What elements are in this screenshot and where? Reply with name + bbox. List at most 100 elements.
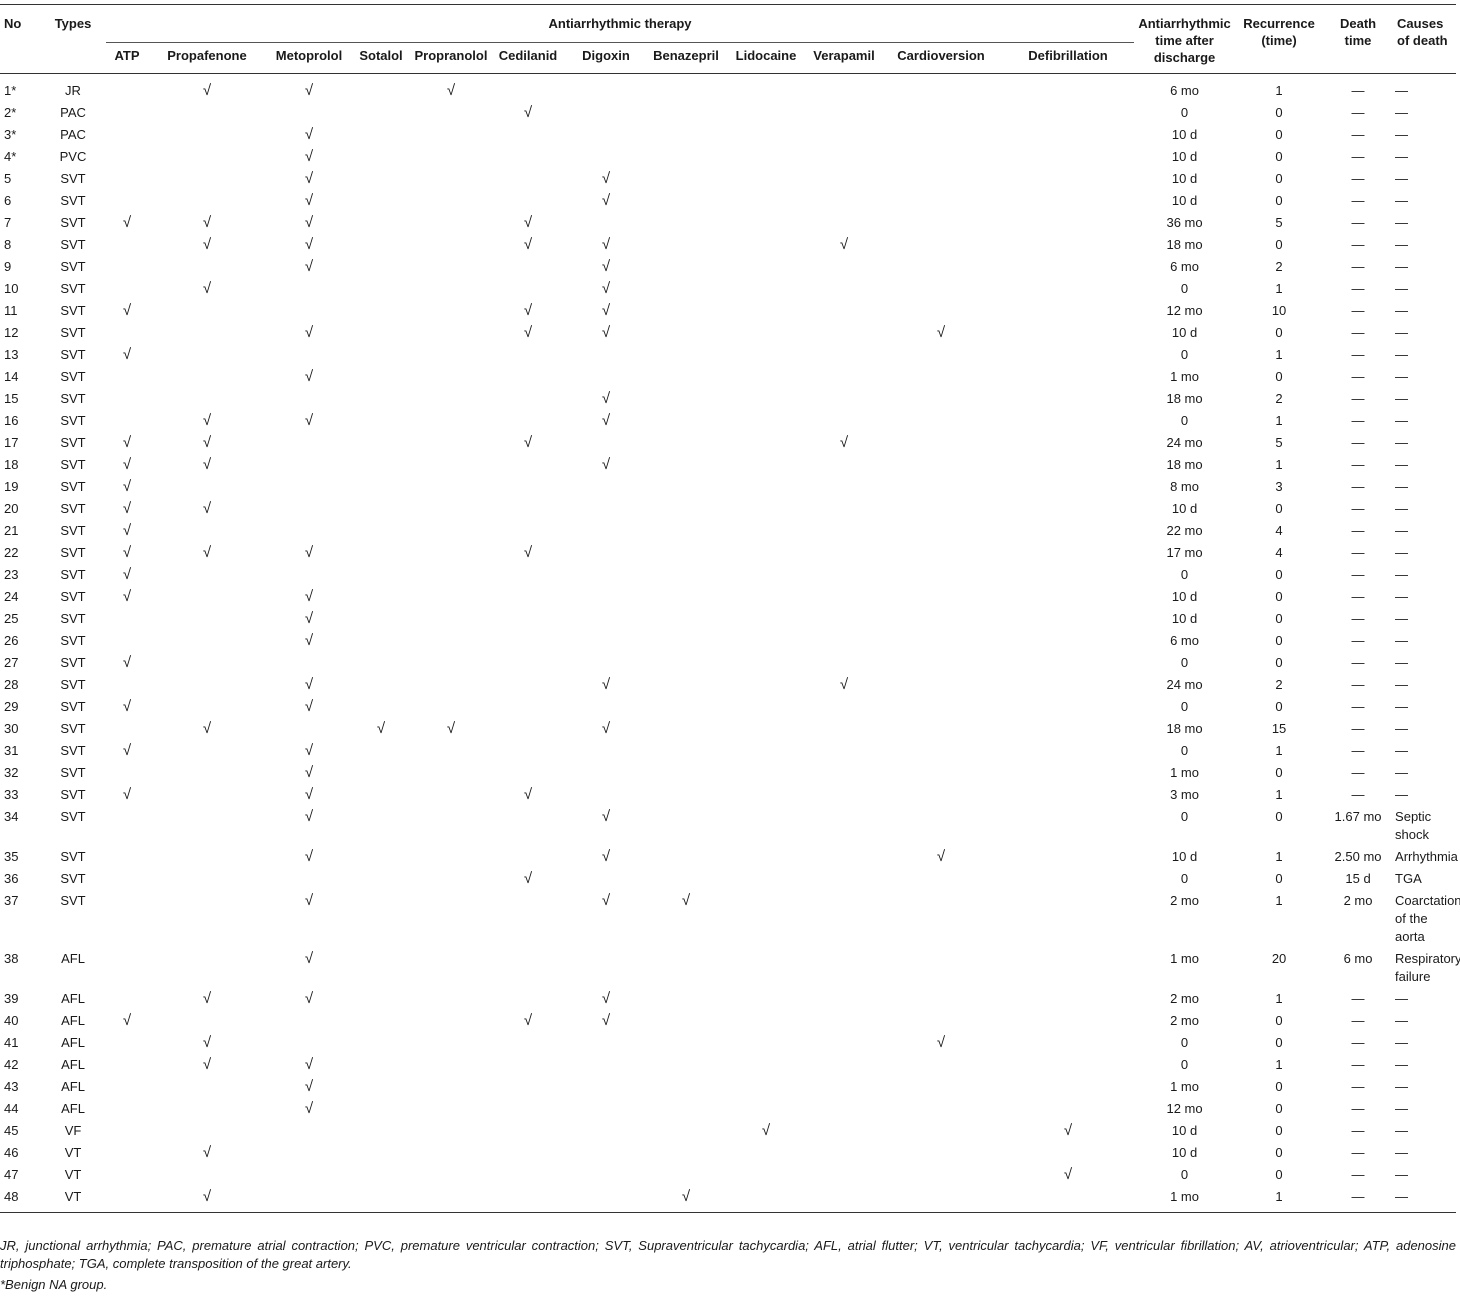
check-mark-icon: √ [304, 1056, 314, 1073]
cell-cause-of-death: — [1395, 501, 1409, 516]
cell-recurrence: 0 [1275, 127, 1283, 142]
cell-time-after-discharge: 6 mo [1170, 83, 1199, 98]
cell-propafenone [148, 890, 266, 948]
cell-time-after-discharge: 0 [1180, 347, 1189, 362]
cell-cedilanid [492, 168, 564, 190]
cell-cardioversion [880, 868, 1002, 890]
cell-type: SVT [60, 765, 86, 780]
cell-metoprolol [266, 102, 352, 124]
cell-no: 29 [4, 699, 19, 714]
cell-recurrence: 0 [1275, 611, 1283, 626]
cell-verapamil [808, 388, 880, 410]
check-mark-icon: √ [304, 192, 314, 209]
cell-benazepril [648, 366, 724, 388]
check-mark-icon: √ [601, 892, 611, 909]
cell-recurrence: 0 [1275, 1035, 1283, 1050]
table-row: 20 SVT √ √ 10 d 0 — — [0, 498, 1456, 520]
cell-lidocaine [724, 1164, 808, 1186]
cell-defibrillation [1002, 674, 1134, 696]
cell-cardioversion [880, 762, 1002, 784]
cell-sotalol [352, 1010, 410, 1032]
cell-verapamil [808, 948, 880, 988]
cell-type: AFL [61, 1035, 85, 1050]
cell-benazepril [648, 1010, 724, 1032]
cell-verapamil [808, 1076, 880, 1098]
cell-defibrillation [1002, 1098, 1134, 1120]
header-therapy-cedilanid: Cedilanid [498, 48, 558, 63]
cell-cardioversion [880, 256, 1002, 278]
cell-defibrillation [1002, 988, 1134, 1010]
check-mark-icon: √ [202, 280, 212, 297]
cell-type: SVT [60, 435, 86, 450]
cell-benazepril [648, 212, 724, 234]
cell-benazepril [648, 344, 724, 366]
cell-death-time: — [1351, 501, 1365, 516]
cell-benazepril [648, 454, 724, 476]
cell-propranolol [410, 762, 492, 784]
cell-type: SVT [60, 655, 86, 670]
cell-cardioversion [880, 586, 1002, 608]
check-mark-icon: √ [304, 764, 314, 781]
cell-atp [106, 74, 148, 103]
cell-recurrence: 2 [1275, 677, 1283, 692]
cell-cardioversion [880, 1164, 1002, 1186]
cell-cardioversion [880, 1186, 1002, 1213]
cell-sotalol [352, 762, 410, 784]
cell-lidocaine [724, 344, 808, 366]
cell-time-after-discharge: 36 mo [1166, 215, 1203, 230]
cell-digoxin [564, 542, 648, 564]
cell-propranolol [410, 608, 492, 630]
cell-propranolol [410, 652, 492, 674]
cell-propafenone [148, 608, 266, 630]
cell-lidocaine [724, 454, 808, 476]
cell-propranolol [410, 586, 492, 608]
cell-benazepril [648, 1076, 724, 1098]
cell-death-time: — [1351, 281, 1365, 296]
cell-time-after-discharge: 8 mo [1170, 479, 1199, 494]
cell-no: 46 [4, 1145, 19, 1160]
cell-cause-of-death: — [1395, 611, 1409, 626]
cell-digoxin [564, 1120, 648, 1142]
cell-time-after-discharge: 0 [1180, 281, 1189, 296]
cell-type: VT [64, 1167, 82, 1182]
cell-verapamil [808, 784, 880, 806]
cell-verapamil [808, 168, 880, 190]
cell-death-time: — [1351, 1123, 1365, 1138]
cell-sotalol [352, 212, 410, 234]
cell-time-after-discharge: 24 mo [1166, 435, 1203, 450]
cell-death-time: — [1351, 149, 1365, 164]
cell-benazepril [648, 868, 724, 890]
cell-cardioversion [880, 102, 1002, 124]
cell-verapamil [808, 608, 880, 630]
cell-digoxin [564, 366, 648, 388]
cell-time-after-discharge: 0 [1180, 567, 1189, 582]
cell-benazepril [648, 102, 724, 124]
check-mark-icon: √ [122, 346, 132, 363]
cell-verapamil [808, 498, 880, 520]
cell-recurrence: 5 [1275, 435, 1283, 450]
check-mark-icon: √ [446, 720, 456, 737]
cell-recurrence: 10 [1271, 303, 1287, 318]
check-mark-icon: √ [601, 236, 611, 253]
cell-propafenone [148, 1076, 266, 1098]
cell-lidocaine [724, 652, 808, 674]
check-mark-icon: √ [304, 1100, 314, 1117]
cell-atp [106, 146, 148, 168]
cell-defibrillation [1002, 102, 1134, 124]
check-mark-icon: √ [122, 302, 132, 319]
cell-death-time: 2 mo [1343, 893, 1373, 908]
header-antiarrhythmic-therapy: Antiarrhythmic therapy [106, 4, 1135, 43]
table-row: 10 SVT √ √ 0 1 — — [0, 278, 1456, 300]
table-row: 30 SVT √ √ √ √ 18 mo 15 — — [0, 718, 1456, 740]
cell-no: 37 [4, 893, 19, 908]
check-mark-icon: √ [122, 1012, 132, 1029]
check-mark-icon: √ [601, 990, 611, 1007]
table-row: 14 SVT √ 1 mo 0 — — [0, 366, 1456, 388]
cell-defibrillation [1002, 1010, 1134, 1032]
cell-propafenone [148, 1010, 266, 1032]
cell-digoxin [564, 344, 648, 366]
cell-cardioversion [880, 498, 1002, 520]
check-mark-icon: √ [202, 1056, 212, 1073]
cell-digoxin [564, 948, 648, 988]
cell-defibrillation [1002, 476, 1134, 498]
